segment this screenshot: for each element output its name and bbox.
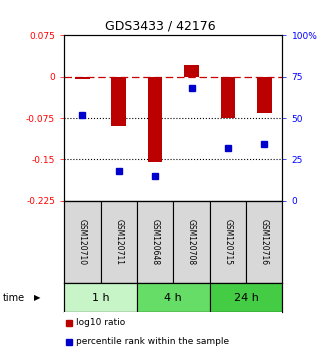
Text: 1 h: 1 h	[92, 292, 109, 303]
Bar	[75, 77, 90, 80]
Text: log10 ratio: log10 ratio	[76, 318, 126, 327]
Bar	[137, 201, 173, 283]
Bar	[64, 283, 137, 312]
Bar	[246, 201, 282, 283]
Text: time: time	[3, 292, 25, 303]
Text: GSM120708: GSM120708	[187, 219, 196, 265]
Bar	[64, 201, 100, 283]
Text: GSM120710: GSM120710	[78, 219, 87, 265]
Bar	[210, 283, 282, 312]
Bar	[257, 77, 272, 113]
Text: GSM120715: GSM120715	[223, 219, 232, 265]
Text: GSM120711: GSM120711	[114, 219, 123, 265]
Text: ▶: ▶	[34, 293, 40, 302]
Text: 24 h: 24 h	[234, 292, 258, 303]
Bar	[137, 283, 210, 312]
Bar	[111, 77, 126, 126]
Text: 4 h: 4 h	[164, 292, 182, 303]
Bar	[210, 201, 246, 283]
Text: GSM120716: GSM120716	[260, 219, 269, 265]
Bar	[148, 77, 162, 162]
Bar	[221, 77, 235, 118]
Text: GDS3433 / 42176: GDS3433 / 42176	[105, 19, 216, 33]
Bar	[184, 64, 199, 77]
Text: percentile rank within the sample: percentile rank within the sample	[76, 337, 229, 347]
Text: GSM120648: GSM120648	[151, 219, 160, 265]
Bar	[100, 201, 137, 283]
Bar	[173, 201, 210, 283]
